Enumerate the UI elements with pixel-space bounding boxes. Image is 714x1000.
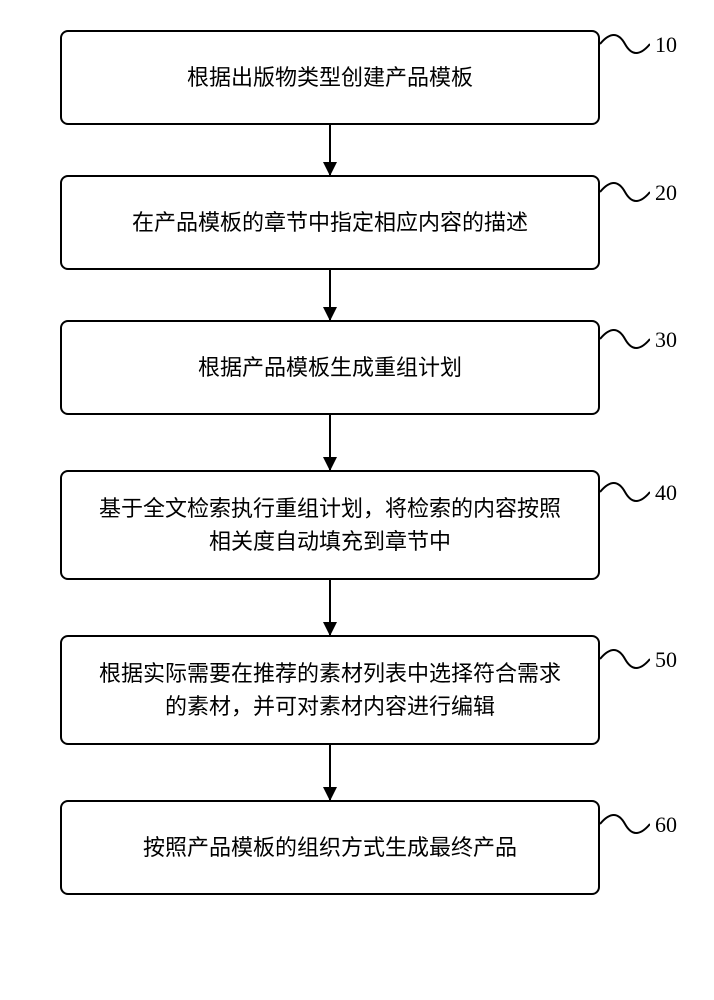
arrow xyxy=(329,125,331,175)
step-label-50: 50 xyxy=(655,647,677,673)
step-label-10: 10 xyxy=(655,32,677,58)
step-box-10: 根据出版物类型创建产品模板 xyxy=(60,30,600,125)
step-label-30: 30 xyxy=(655,327,677,353)
step-label-60: 60 xyxy=(655,812,677,838)
step-box-20: 在产品模板的章节中指定相应内容的描述 xyxy=(60,175,600,270)
step-box-60: 按照产品模板的组织方式生成最终产品 xyxy=(60,800,600,895)
arrow xyxy=(329,580,331,635)
callout-50 xyxy=(600,645,650,675)
step-box-40: 基于全文检索执行重组计划，将检索的内容按照相关度自动填充到章节中 xyxy=(60,470,600,580)
step-text: 按照产品模板的组织方式生成最终产品 xyxy=(143,831,517,864)
step-box-30: 根据产品模板生成重组计划 xyxy=(60,320,600,415)
step-text: 根据产品模板生成重组计划 xyxy=(198,351,462,384)
step-text: 根据实际需要在推荐的素材列表中选择符合需求的素材，并可对素材内容进行编辑 xyxy=(92,657,568,723)
step-label-20: 20 xyxy=(655,180,677,206)
callout-20 xyxy=(600,178,650,208)
arrow xyxy=(329,415,331,470)
arrow xyxy=(329,745,331,800)
step-text: 在产品模板的章节中指定相应内容的描述 xyxy=(132,206,528,239)
step-text: 根据出版物类型创建产品模板 xyxy=(187,61,473,94)
callout-30 xyxy=(600,325,650,355)
callout-40 xyxy=(600,478,650,508)
callout-10 xyxy=(600,30,650,60)
flowchart-container: 根据出版物类型创建产品模板 在产品模板的章节中指定相应内容的描述 根据产品模板生… xyxy=(60,30,600,895)
step-label-40: 40 xyxy=(655,480,677,506)
arrow xyxy=(329,270,331,320)
step-text: 基于全文检索执行重组计划，将检索的内容按照相关度自动填充到章节中 xyxy=(92,492,568,558)
step-box-50: 根据实际需要在推荐的素材列表中选择符合需求的素材，并可对素材内容进行编辑 xyxy=(60,635,600,745)
callout-60 xyxy=(600,810,650,840)
